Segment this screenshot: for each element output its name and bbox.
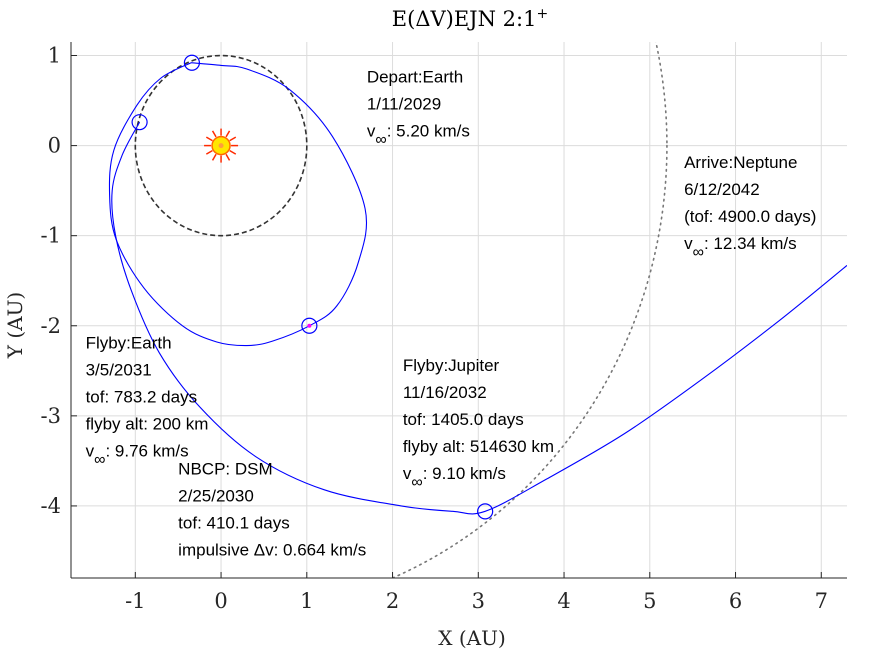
annotation-text: Flyby:Jupiter	[403, 356, 500, 375]
annotation-text: Flyby:Earth	[86, 333, 172, 352]
trajectory-leg-1	[108, 62, 368, 347]
x-tick-label: 4	[557, 589, 570, 613]
annotation-text: flyby alt: 514630 km	[403, 437, 554, 456]
annotation-flyby-jupiter: Flyby:Jupiter 11/16/2032 tof: 1405.0 days f…	[403, 356, 554, 491]
y-tick-label: -2	[41, 314, 61, 338]
annotation-subscript: ∞	[411, 474, 422, 491]
annotation-line: impulsive Δv: 0.664 km/s	[178, 540, 366, 559]
marker-depart-earth	[183, 54, 201, 71]
annotation-subscript: ∞	[693, 244, 704, 261]
y-tick-label: -3	[41, 404, 61, 428]
dsm-point	[307, 323, 312, 328]
annotation-arrive: Arrive:Neptune 6/12/2042 (tof: 4900.0 days…	[684, 153, 816, 261]
sun-ray	[205, 136, 213, 142]
annotation-text: 2/25/2030	[178, 486, 254, 505]
annotation-text: v	[86, 441, 95, 460]
annotation-text: v	[684, 234, 693, 253]
sun-ray	[225, 130, 231, 138]
annotation-line: Flyby:Earth	[86, 333, 172, 352]
annotation-line: v∞: 12.34 km/s	[684, 234, 797, 261]
annotation-text: v	[403, 464, 412, 483]
annotation-line: 1/11/2029	[367, 95, 441, 114]
annotation-text: 3/5/2031	[86, 360, 152, 379]
annotation-line: 11/16/2032	[403, 383, 487, 402]
annotation-text: 11/16/2032	[403, 383, 487, 402]
annotation-text: impulsive Δv: 0.664 km/s	[178, 540, 366, 559]
annotation-flyby-earth: Flyby:Earth 3/5/2031 tof: 783.2 days flyby …	[86, 333, 209, 468]
y-tick-label: 1	[48, 44, 61, 68]
sun-icon	[204, 128, 239, 163]
annotation-text: tof: 410.1 days	[178, 513, 290, 532]
sun-ray	[225, 153, 231, 161]
y-tick-label: -1	[41, 224, 61, 248]
annotation-line: NBCP: DSM	[178, 459, 272, 478]
annotation-subscript: ∞	[94, 451, 105, 468]
annotation-line: v∞: 5.20 km/s	[367, 122, 470, 149]
annotation-line: tof: 410.1 days	[178, 513, 290, 532]
sun-ray	[205, 149, 213, 155]
x-tick-label: -1	[125, 589, 145, 613]
annotation-line: Depart:Earth	[367, 68, 463, 87]
annotation-depart: Depart:Earth 1/11/2029 v∞: 5.20 km/s	[367, 68, 470, 149]
annotation-text: NBCP: DSM	[178, 459, 272, 478]
annotation-line: v∞: 9.76 km/s	[86, 441, 189, 468]
x-tick-label: 0	[214, 589, 227, 613]
annotation-dsm: NBCP: DSM 2/25/2030 tof: 410.1 days impulsi…	[178, 459, 366, 559]
marker-flyby-jupiter	[477, 503, 494, 520]
y-tick-label: -4	[41, 494, 61, 518]
annotation-line: tof: 783.2 days	[86, 387, 198, 406]
annotation-text: (tof: 4900.0 days)	[684, 207, 816, 226]
orbits	[134, 42, 668, 578]
annotation-value: : 9.10 km/s	[423, 464, 506, 483]
x-tick-label: 5	[643, 589, 656, 613]
annotation-subscript: ∞	[375, 132, 386, 149]
annotation-line: 2/25/2030	[178, 486, 254, 505]
annotation-line: Flyby:Jupiter	[403, 356, 500, 375]
x-axis-label: X (AU)	[438, 626, 506, 650]
annotation-line: (tof: 4900.0 days)	[684, 207, 816, 226]
annotation-line: 3/5/2031	[86, 360, 152, 379]
annotation-text: flyby alt: 200 km	[86, 414, 209, 433]
grid	[71, 42, 847, 578]
annotation-line: flyby alt: 200 km	[86, 414, 209, 433]
x-tick-label: 1	[300, 589, 313, 613]
annotation-line: 6/12/2042	[684, 180, 760, 199]
annotation-text: Depart:Earth	[367, 68, 463, 87]
sun-ray	[229, 149, 237, 155]
x-tick-label: 3	[472, 589, 485, 613]
annotation-text: v	[367, 122, 376, 141]
marker-dsm	[301, 317, 318, 334]
x-tick-label: 7	[815, 589, 828, 613]
sun-ray	[229, 136, 237, 142]
annotation-text: 1/11/2029	[367, 95, 441, 114]
annotation-text: 6/12/2042	[684, 180, 760, 199]
trajectory-leg-2	[111, 121, 847, 515]
annotation-text: tof: 783.2 days	[86, 387, 198, 406]
annotation-value: : 12.34 km/s	[704, 234, 797, 253]
jupiter-orbit	[390, 42, 668, 578]
trajectory	[108, 62, 847, 515]
chart-title: E(ΔV)EJN 2:1+	[392, 6, 548, 31]
annotation-line: Arrive:Neptune	[684, 153, 797, 172]
earth-orbit	[134, 54, 308, 237]
sun-ray	[211, 153, 217, 161]
x-tick-label: 2	[386, 589, 399, 613]
annotation-text: Arrive:Neptune	[684, 153, 797, 172]
annotation-value: : 5.20 km/s	[387, 122, 470, 141]
y-tick-label: 0	[48, 134, 61, 158]
y-axis-label: Y (AU)	[3, 292, 27, 359]
axes: -1 0 1 2 3 4 5 6 7 -4 -3 -2 -1 0 1	[41, 42, 847, 613]
markers	[131, 54, 494, 520]
annotation-line: tof: 1405.0 days	[403, 410, 524, 429]
annotation-line: flyby alt: 514630 km	[403, 437, 554, 456]
annotation-text: tof: 1405.0 days	[403, 410, 524, 429]
marker-flyby-earth	[131, 114, 148, 131]
x-tick-label: 6	[729, 589, 742, 613]
annotation-value: : 9.76 km/s	[105, 441, 188, 460]
annotation-line: v∞: 9.10 km/s	[403, 464, 506, 491]
sun-ray	[211, 130, 217, 138]
sun-core	[218, 143, 224, 149]
